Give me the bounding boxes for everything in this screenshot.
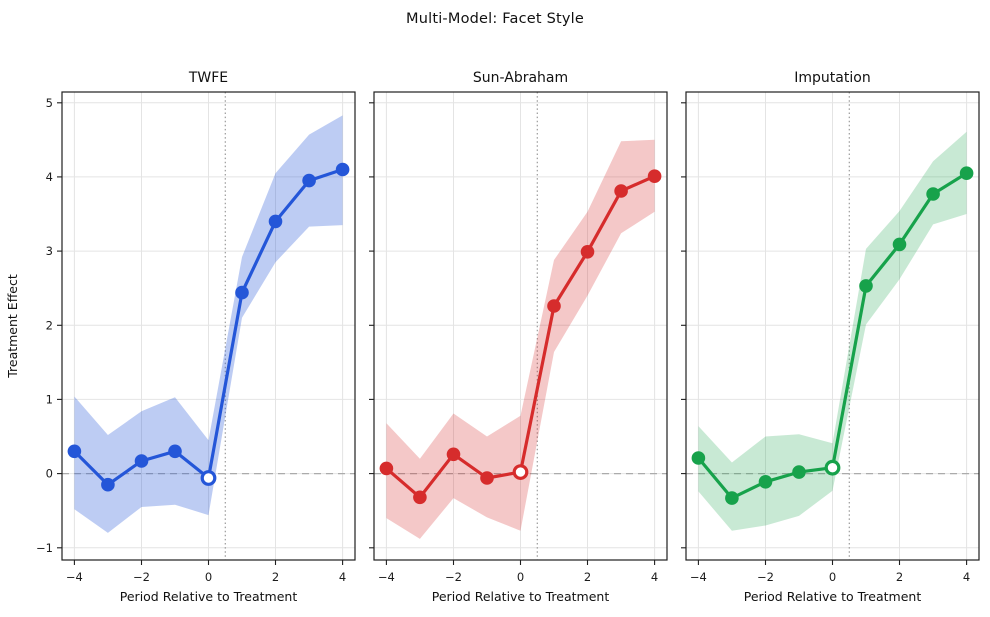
marker-period-1	[859, 279, 873, 293]
marker-period--2	[134, 454, 149, 468]
x-tick-label: −2	[133, 570, 150, 584]
marker-period--1	[792, 465, 806, 479]
tick-marks	[57, 102, 344, 565]
y-tick-label: 2	[46, 318, 53, 332]
marker-period--3	[725, 491, 739, 505]
marker-period--4	[67, 444, 82, 459]
marker-period--3	[101, 477, 115, 492]
x-tick-label: 4	[339, 570, 346, 584]
tick-marks	[369, 102, 656, 565]
y-tick-label: 4	[46, 170, 53, 184]
marker-period-0	[200, 470, 217, 486]
y-tick-label: 0	[46, 467, 53, 481]
marker-period-4	[959, 166, 974, 180]
y-tick-label: 5	[46, 96, 53, 110]
facet-title: TWFE	[188, 70, 228, 86]
marker-period-1	[235, 285, 249, 300]
y-tick-label: 3	[46, 244, 53, 258]
marker-period-3	[614, 184, 628, 198]
marker-period--4	[379, 461, 394, 476]
marker-period-0	[824, 459, 841, 476]
confidence-band	[386, 139, 655, 539]
marker-period-3	[926, 187, 940, 201]
marker-period--2	[758, 475, 773, 489]
x-tick-label: 4	[963, 570, 970, 584]
x-axis-label: Period Relative to Treatment	[432, 589, 610, 604]
x-tick-label: 2	[272, 570, 279, 584]
marker-period-1	[547, 299, 561, 313]
y-axis-label: Treatment Effect	[5, 274, 20, 379]
figure-title: Multi-Model: Facet Style	[405, 11, 584, 27]
facet-imputation: −4 −2 0 2 4 Period Relative to Treatment Imput…	[681, 70, 980, 604]
x-tick-label: 4	[651, 570, 658, 584]
marker-period--1	[480, 471, 494, 485]
marker-period-4	[647, 169, 662, 183]
x-tick-label: 0	[205, 570, 212, 584]
marker-period-2	[268, 214, 283, 229]
facet-title: Imputation	[794, 70, 870, 86]
confidence-band	[698, 131, 967, 531]
x-tick-label: 2	[896, 570, 903, 584]
point-markers	[67, 162, 350, 492]
marker-period--4	[691, 451, 706, 465]
marker-period-2	[580, 245, 595, 259]
facet-sun-abraham: −4 −2 0 2 4 Period Relative to Treatment Sun-A…	[369, 70, 668, 604]
tick-marks	[681, 102, 968, 565]
x-tick-label: −4	[378, 570, 395, 584]
x-axis-label: Period Relative to Treatment	[120, 589, 298, 604]
marker-period--1	[168, 444, 182, 459]
y-tick-label: −1	[36, 541, 53, 555]
x-tick-label: −2	[445, 570, 462, 584]
x-tick-label: 2	[584, 570, 591, 584]
marker-period-0	[512, 464, 529, 481]
marker-period--2	[446, 447, 461, 462]
x-tick-label: −2	[757, 570, 774, 584]
marker-period--3	[413, 490, 427, 505]
marker-period-2	[892, 237, 907, 252]
marker-period-3	[302, 173, 316, 188]
facet-title: Sun-Abraham	[473, 70, 568, 86]
point-markers	[691, 166, 974, 505]
x-tick-label: −4	[66, 570, 83, 584]
y-tick-label: 1	[46, 392, 53, 406]
marker-period-4	[335, 162, 350, 177]
x-tick-label: 0	[517, 570, 524, 584]
x-axis-label: Period Relative to Treatment	[744, 589, 922, 604]
x-tick-label: 0	[829, 570, 836, 584]
point-markers	[379, 169, 662, 505]
x-tick-label: −4	[690, 570, 707, 584]
facet-twfe: −4 −2 0 2 4 −1 0 1 2 3 4 5 Period Relative to Treatm…	[36, 70, 356, 604]
